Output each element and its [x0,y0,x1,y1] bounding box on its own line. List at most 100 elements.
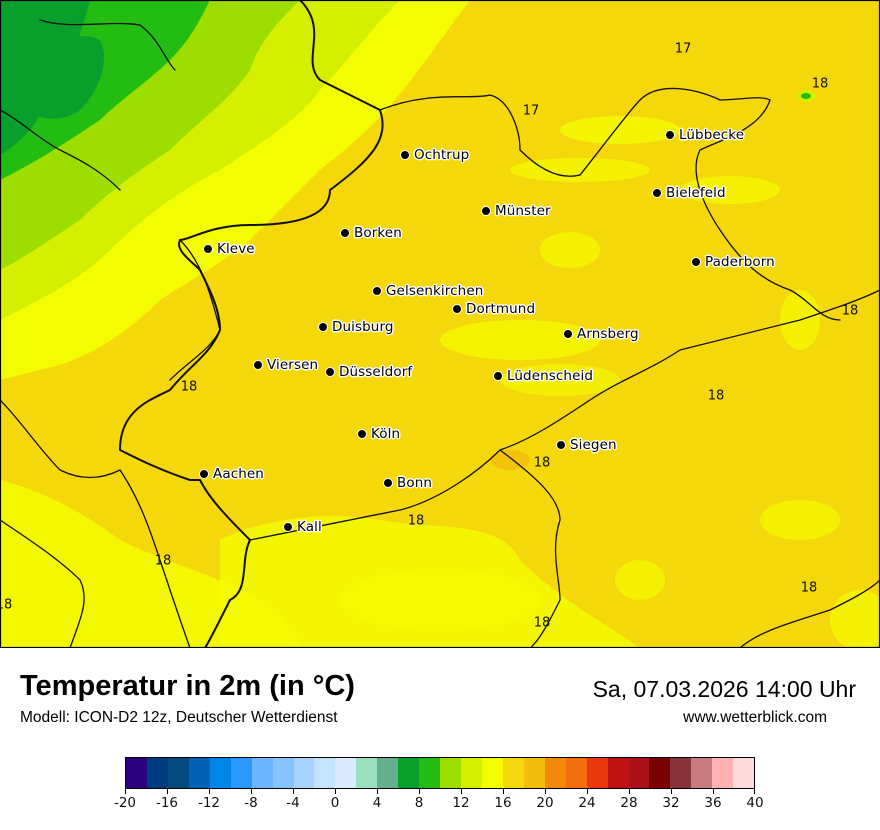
colorbar-segment [628,758,650,788]
city-dot-icon [325,367,335,377]
city-label: Gelsenkirchen [386,283,484,299]
colorbar-segment [733,758,755,788]
colorbar-tick-label: 0 [330,795,340,811]
city-label: Duisburg [332,319,394,335]
colorbar-tick-label: -4 [286,795,300,811]
city-dot-icon [652,188,662,198]
temperature-field [0,0,880,648]
colorbar-segment [440,758,461,788]
contour-label: 18 [0,597,13,613]
colorbar-segment [544,758,566,788]
city-dot-icon [383,478,393,488]
contour-label: 17 [674,41,692,57]
city-dot-icon [283,522,293,532]
city-label: Köln [371,426,401,442]
colorbar-segment [461,758,482,788]
city-marker: Bielefeld [652,185,726,201]
city-marker: Arnsberg [563,326,639,342]
colorbar-segment [565,758,587,788]
contour-label: 18 [407,513,425,529]
colorbar-tick-label: -8 [244,795,258,811]
colorbar-tick-label: 16 [494,795,512,811]
city-dot-icon [556,440,566,450]
colorbar-segment [502,758,524,788]
city-label: Ochtrup [414,147,470,163]
city-marker: Düsseldorf [325,364,412,380]
city-label: Borken [354,225,402,241]
contour-label: 17 [522,103,540,119]
city-label: Münster [495,203,551,219]
city-label: Dortmund [466,301,536,317]
colorbar-tick [251,789,252,794]
city-label: Arnsberg [577,326,639,342]
model-info: Modell: ICON-D2 12z, Deutscher Wetterdie… [20,709,338,726]
city-marker: Viersen [253,357,318,373]
colorbar-tick-label: 36 [704,795,722,811]
city-marker: Gelsenkirchen [372,283,484,299]
city-marker: Siegen [556,437,617,453]
city-marker: Aachen [199,466,264,482]
temperature-map: 17 17 18 18 18 18 18 18 18 18 18 18 Ochtrup Lübbecke… [0,0,880,648]
city-label: Kleve [217,241,255,257]
colorbar-segment [272,758,294,788]
colorbar-segment [230,758,252,788]
city-dot-icon [452,304,462,314]
colorbar-tick-label: -20 [113,795,137,811]
colorbar-tick-label: -12 [197,795,221,811]
colorbar-segment [586,758,608,788]
city-dot-icon [199,469,209,479]
city-marker: Kleve [203,241,255,257]
city-label: Aachen [213,466,264,482]
colorbar-tick-label: 20 [536,795,554,811]
colorbar-segment [209,758,231,788]
city-marker: Köln [357,426,401,442]
city-dot-icon [203,244,213,254]
contour-label: 18 [154,553,172,569]
city-label: Siegen [570,437,617,453]
contour-label: 18 [533,455,551,471]
city-marker: Lübbecke [665,127,744,143]
contour-label: 18 [180,379,198,395]
colorbar-segment [188,758,210,788]
colorbar-tick-label: 40 [746,795,764,811]
colorbar-tick-label: 12 [452,795,470,811]
city-label: Bonn [397,475,433,491]
colorbar-segment [293,758,315,788]
city-marker: Bonn [383,475,433,491]
city-dot-icon [357,429,367,439]
colorbar-tick [209,789,210,794]
colorbar-tick [335,789,336,794]
colorbar-segment [649,758,671,788]
city-dot-icon [563,329,573,339]
city-label: Bielefeld [666,185,726,201]
city-marker: Ochtrup [400,147,470,163]
colorbar-segment [167,758,189,788]
forecast-datetime: Sa, 07.03.2026 14:00 Uhr [592,676,856,702]
colorbar-tick-label: 24 [578,795,596,811]
colorbar-segment [712,758,734,788]
colorbar-segment [523,758,545,788]
colorbar-segment [314,758,336,788]
city-marker: Paderborn [691,254,775,270]
colorbar-segment [670,758,692,788]
website-link[interactable]: www.wetterblick.com [683,709,827,726]
city-marker: Lüdenscheid [493,368,593,384]
city-marker: Borken [340,225,402,241]
contour-label: 18 [811,76,829,92]
colorbar-tick-label: -16 [155,795,179,811]
contour-label: 18 [800,580,818,596]
city-marker: Münster [481,203,551,219]
colorbar-tick [293,789,294,794]
colorbar-segment [335,758,357,788]
colorbar-tick [503,789,504,794]
map-title: Temperatur in 2m (in °C) [20,670,355,702]
colorbar-segment [146,758,168,788]
colorbar-tick-label: 4 [372,795,382,811]
colorbar-segment [377,758,399,788]
colorbar-tick [713,789,714,794]
colorbar-segment [419,758,441,788]
city-dot-icon [493,371,503,381]
colorbar-segment [251,758,273,788]
colorbar-tick [629,789,630,794]
contour-label: 18 [533,615,551,631]
